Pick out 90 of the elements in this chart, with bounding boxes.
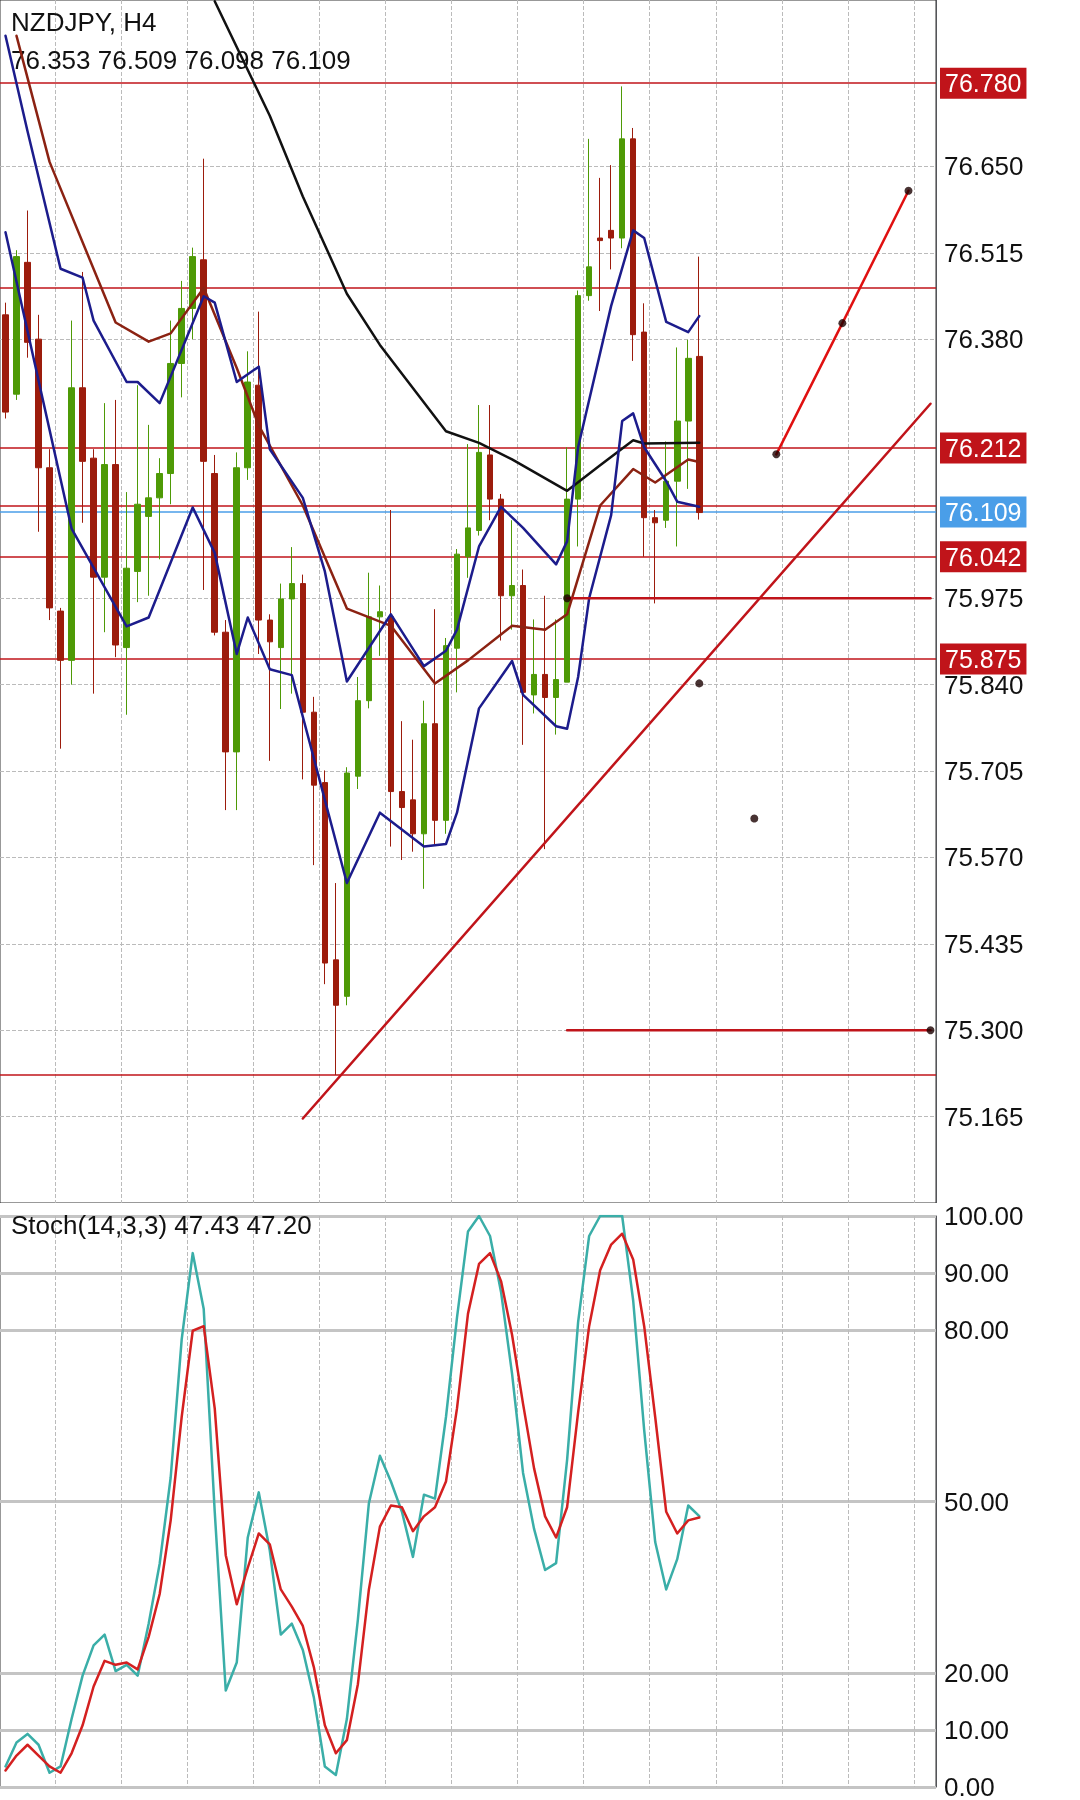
line-series bbox=[4, 231, 701, 885]
point bbox=[772, 450, 781, 459]
y-tick-label: 90.00 bbox=[944, 1258, 1010, 1289]
candlestick bbox=[300, 574, 306, 780]
candlestick bbox=[344, 766, 350, 1006]
candlestick bbox=[101, 402, 108, 633]
candlestick bbox=[575, 290, 581, 547]
candlestick bbox=[255, 311, 262, 655]
candlestick bbox=[57, 607, 64, 750]
candlestick bbox=[520, 569, 526, 746]
point bbox=[695, 679, 704, 688]
y-tick-label: 10.00 bbox=[944, 1714, 1010, 1745]
candlestick bbox=[90, 448, 97, 695]
candlestick bbox=[189, 247, 196, 340]
candlestick bbox=[366, 572, 372, 709]
candlestick bbox=[112, 399, 119, 658]
candlestick bbox=[388, 509, 394, 848]
candlestick bbox=[2, 302, 9, 419]
candlestick bbox=[465, 443, 471, 579]
ref-line-label: 76.212 bbox=[945, 433, 1022, 462]
point bbox=[838, 319, 847, 328]
candlestick bbox=[46, 448, 53, 621]
candlestick bbox=[289, 546, 295, 695]
candlestick bbox=[79, 271, 86, 524]
ref-line-label: 76.780 bbox=[945, 69, 1022, 98]
y-tick-label: 75.300 bbox=[944, 1015, 1024, 1046]
candlestick bbox=[454, 548, 460, 693]
candlestick bbox=[267, 613, 273, 762]
candlestick bbox=[410, 739, 416, 853]
candlestick bbox=[630, 127, 636, 362]
candlestick bbox=[674, 346, 681, 547]
point bbox=[750, 814, 759, 823]
candlestick bbox=[476, 404, 482, 537]
point bbox=[904, 186, 913, 195]
candlestick bbox=[68, 320, 75, 686]
chart-title: Stoch(14,3,3) 47.43 47.20 bbox=[11, 1210, 312, 1240]
y-tick-label: 75.705 bbox=[944, 756, 1024, 787]
candlestick bbox=[233, 451, 240, 811]
candlestick bbox=[167, 320, 174, 505]
candlestick bbox=[211, 454, 218, 636]
point bbox=[926, 1026, 935, 1035]
candlestick bbox=[399, 720, 405, 861]
ref-line-label: 76.109 bbox=[945, 497, 1022, 526]
chart-title: NZDJPY, H4 bbox=[11, 7, 157, 37]
y-tick-label: 80.00 bbox=[944, 1315, 1010, 1346]
y-tick-label: 20.00 bbox=[944, 1657, 1010, 1688]
candlestick bbox=[432, 608, 438, 845]
y-tick-label: 50.00 bbox=[944, 1486, 1010, 1517]
y-tick-label: 75.165 bbox=[944, 1101, 1024, 1132]
candlestick bbox=[696, 256, 703, 521]
candlestick bbox=[134, 384, 141, 603]
candlestick bbox=[553, 618, 559, 736]
y-tick-label: 75.975 bbox=[944, 583, 1024, 614]
candlestick bbox=[322, 769, 328, 985]
candlestick bbox=[586, 138, 592, 302]
ref-line-label: 76.042 bbox=[945, 542, 1022, 571]
candlestick bbox=[498, 493, 504, 642]
candlestick bbox=[355, 676, 361, 790]
candlestick bbox=[421, 700, 427, 890]
candlestick bbox=[641, 302, 647, 558]
point bbox=[563, 594, 572, 603]
candlestick bbox=[123, 491, 130, 716]
y-tick-label: 0.00 bbox=[944, 1772, 995, 1800]
candlestick bbox=[443, 637, 449, 835]
y-tick-label: 75.435 bbox=[944, 928, 1024, 959]
candlestick bbox=[597, 177, 603, 312]
y-tick-label: 76.515 bbox=[944, 237, 1024, 268]
y-tick-label: 75.570 bbox=[944, 842, 1024, 873]
candlestick bbox=[531, 618, 537, 714]
candlestick bbox=[487, 404, 493, 521]
candlestick bbox=[652, 509, 658, 604]
candlestick bbox=[13, 249, 20, 401]
candlestick bbox=[608, 164, 614, 270]
candlestick bbox=[509, 519, 515, 631]
candlestick bbox=[542, 595, 548, 850]
candlestick bbox=[685, 339, 692, 490]
candlestick bbox=[145, 424, 152, 597]
y-tick-label: 76.380 bbox=[944, 324, 1024, 355]
candlestick bbox=[377, 585, 383, 657]
candlestick bbox=[619, 85, 625, 249]
candlestick bbox=[333, 882, 339, 1076]
candlestick bbox=[156, 457, 163, 560]
candlestick bbox=[278, 583, 284, 710]
y-tick-label: 100.00 bbox=[944, 1201, 1024, 1231]
candlestick bbox=[200, 158, 207, 591]
candlestick bbox=[663, 441, 669, 529]
candlestick bbox=[35, 314, 42, 533]
candlestick bbox=[222, 619, 229, 811]
candlestick bbox=[244, 350, 251, 481]
y-tick-label: 76.650 bbox=[944, 151, 1024, 182]
